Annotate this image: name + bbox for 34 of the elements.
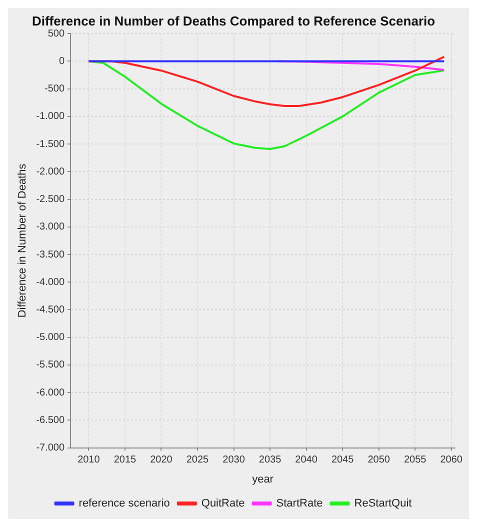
x-tick-label: 2050	[368, 454, 390, 466]
y-tick-label: -5.000	[36, 332, 65, 344]
y-tick-label: -1.500	[36, 138, 65, 150]
x-tick-label: 2035	[258, 454, 282, 466]
y-tick-label: 0	[58, 56, 65, 67]
y-tick-label: -4.500	[36, 304, 65, 316]
y-tick-label: -6.500	[36, 414, 65, 426]
y-axis-title: Difference in Number of Deaths	[16, 163, 29, 318]
legend-label: reference scenario	[78, 498, 170, 510]
y-tick-label: -500	[44, 84, 65, 95]
x-tick-label: 2040	[295, 454, 318, 466]
x-tick-label: 2055	[404, 454, 427, 466]
x-tick-label: 2020	[150, 454, 173, 466]
y-tick-label: -5.500	[36, 360, 65, 371]
x-tick-label: 2060	[440, 454, 463, 466]
y-tick-label: -7.000	[36, 442, 65, 454]
y-tick-label: -6.000	[36, 387, 65, 398]
chart-title: Difference in Number of Deaths Compared to Reference Scenario	[32, 13, 436, 28]
x-tick-label: 2025	[186, 454, 210, 466]
x-tick-label: 2010	[78, 454, 100, 466]
x-tick-label: 2030	[222, 454, 246, 466]
x-tick-label: 2015	[114, 454, 137, 466]
y-tick-label: -1.000	[36, 111, 65, 122]
y-tick-label: 500	[48, 28, 65, 40]
y-tick-label: -3.000	[36, 222, 65, 233]
legend-label: ReStartQuit	[354, 498, 412, 510]
legend-label: QuitRate	[201, 498, 245, 510]
y-tick-label: -2.000	[36, 166, 65, 178]
y-tick-label: -3.500	[36, 249, 65, 260]
y-tick-label: -4.000	[36, 276, 65, 288]
y-tick-label: -2.500	[36, 194, 65, 206]
x-tick-label: 2045	[331, 454, 354, 466]
x-axis-title: year	[252, 473, 274, 486]
legend-label: StartRate	[276, 498, 323, 510]
